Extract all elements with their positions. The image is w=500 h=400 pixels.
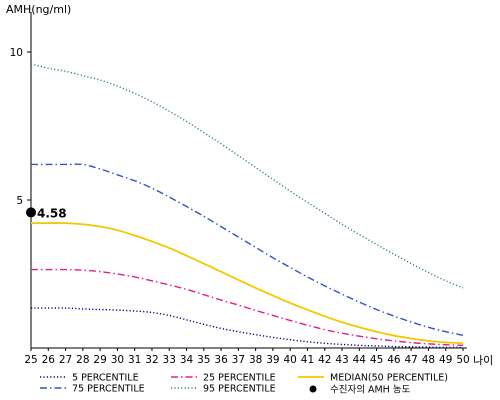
legend-label-patient-marker: 수진자의 AMH 농도 (330, 385, 411, 396)
legend-label-95-percentile: 95 PERCENTILE (203, 384, 276, 395)
x-tick-label: 41 (301, 354, 314, 366)
x-tick-label: 27 (59, 354, 72, 366)
ticks: 25 26 27 28 29 30 31 32 33 34 35 36 37 38 39 40 41 42 43 44… (10, 47, 470, 366)
x-tick-label: 43 (335, 354, 348, 366)
y-axis-title: AMH(ng/ml) (6, 3, 71, 16)
x-tick-label: 47 (404, 354, 417, 366)
series-line-5-percentile (31, 307, 464, 349)
patient-amh-value-label: 4.58 (37, 206, 67, 220)
x-tick-label: 37 (232, 354, 245, 366)
x-tick-label: 35 (197, 354, 210, 366)
x-tick-label: 30 (111, 354, 124, 366)
x-tick-label: 48 (422, 354, 435, 366)
series-line-75-percentile (30, 163, 464, 336)
legend-label-5-percentile: 5 PERCENTILE (72, 373, 139, 384)
legend-swatch-patient-marker (309, 385, 317, 393)
x-tick-label: 25 (24, 354, 37, 366)
x-tick-label: 29 (93, 354, 106, 366)
x-tick-label: 40 (284, 354, 297, 366)
legend: 5 PERCENTILE 25 PERCENTILE MEDIAN(50 PERCE… (40, 373, 448, 396)
x-tick-label: 38 (249, 354, 262, 366)
x-axis-unit-label: 나이 (473, 354, 493, 367)
legend-label-25-percentile: 25 PERCENTILE (203, 373, 276, 384)
x-tick-label: 44 (353, 354, 367, 366)
x-tick-label: 50 (456, 354, 469, 366)
series-lines (30, 63, 464, 349)
x-tick-label: 28 (76, 354, 89, 366)
series-line-25-percentile (31, 268, 464, 347)
x-tick-label: 46 (387, 354, 401, 366)
x-tick-label: 36 (214, 354, 228, 366)
series-line-95-percentile (30, 63, 464, 289)
x-tick-label: 31 (128, 354, 141, 366)
patient-marker-group: 4.58 (26, 206, 67, 220)
x-tick-label: 26 (42, 354, 56, 366)
x-tick-label: 42 (318, 354, 331, 366)
y-tick-label: 10 (10, 47, 23, 59)
series-line-median-50-percentile (30, 222, 464, 345)
x-tick-label: 49 (439, 354, 452, 366)
x-tick-label: 33 (163, 354, 176, 366)
legend-label-median-50-percentile: MEDIAN(50 PERCENTILE) (330, 373, 448, 384)
y-tick-label: 5 (16, 195, 23, 207)
patient-amh-marker (26, 207, 36, 218)
axes: AMH(ng/ml) 나이 (6, 3, 493, 367)
legend-label-75-percentile: 75 PERCENTILE (72, 384, 145, 395)
x-tick-label: 39 (266, 354, 279, 366)
x-tick-label: 34 (180, 354, 194, 366)
x-tick-label: 45 (370, 354, 383, 366)
x-tick-label: 32 (145, 354, 158, 366)
